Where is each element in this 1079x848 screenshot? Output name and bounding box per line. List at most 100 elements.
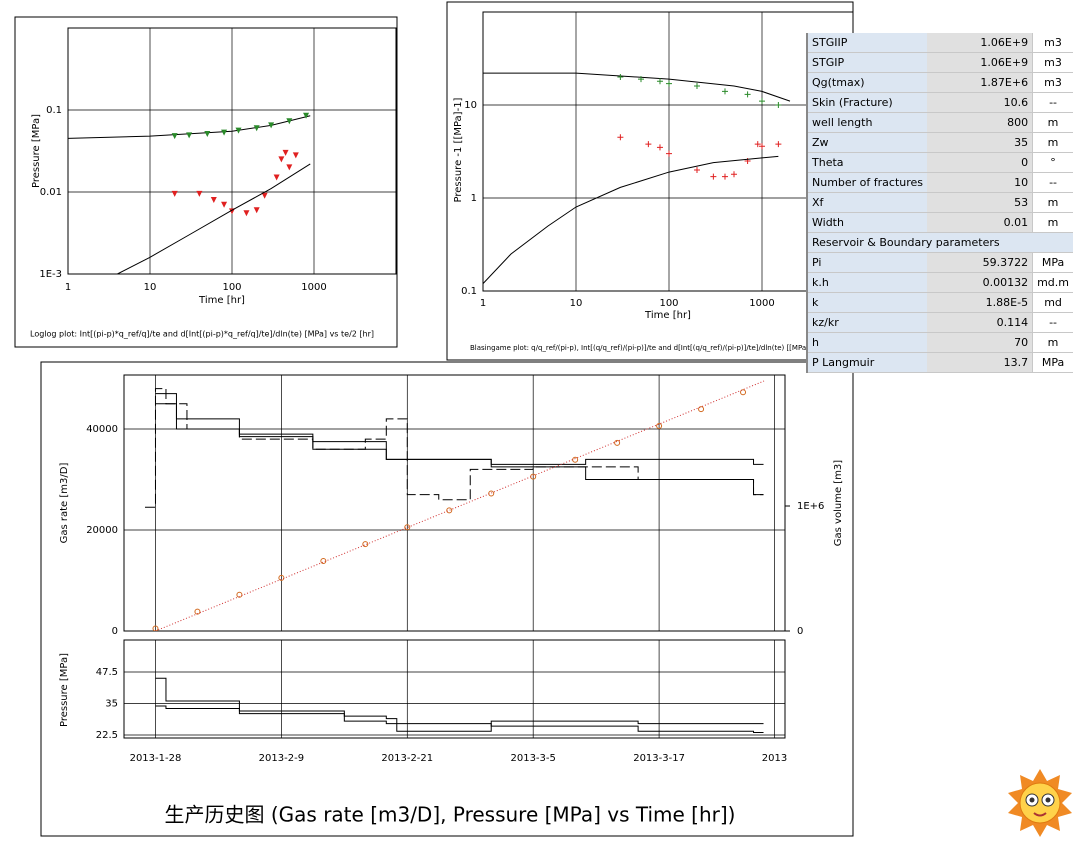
table-cell: STGIP	[805, 52, 928, 73]
marker	[221, 201, 228, 208]
table-row: STGIIP 1.06E+9 m3	[805, 33, 1073, 53]
table-cell: 800	[927, 112, 1033, 133]
marker	[236, 591, 243, 598]
x-tick-label: 10	[144, 282, 157, 293]
table-row: well length 800 m	[805, 112, 1073, 133]
chart-title: Loglog plot: Int[(pi-p)*q_ref/q]/te and …	[30, 330, 374, 339]
panel-history	[40, 361, 854, 837]
table-cell: m3	[1032, 72, 1073, 93]
table-row: Qg(tmax) 1.87E+6 m3	[805, 72, 1073, 93]
table-cell: MPa	[1032, 252, 1073, 273]
table-cell: 1.06E+9	[927, 52, 1033, 73]
chart-title: Blasingame plot: q/q_ref/(pi-p), Int[(q/…	[470, 344, 849, 352]
series-line	[483, 72, 791, 102]
table-cell: °	[1032, 152, 1073, 173]
marker	[666, 150, 672, 157]
y-tick-label: 35	[105, 698, 118, 709]
y2-tick-label: 0	[797, 626, 803, 637]
marker	[754, 141, 761, 148]
table-row: Width 0.01 m	[805, 212, 1073, 233]
marker	[693, 167, 700, 174]
marker	[656, 78, 663, 85]
marker	[243, 210, 250, 217]
table-cell: md	[1032, 292, 1073, 313]
table-cell: well length	[805, 112, 928, 133]
marker	[204, 130, 211, 137]
table-row: Number of fractures 10 --	[805, 172, 1073, 193]
marker	[693, 83, 700, 90]
x-tick-label: 2013-3-17	[633, 753, 685, 764]
marker	[171, 190, 178, 197]
table-cell: 0.114	[927, 312, 1033, 333]
table-cell: 0	[927, 152, 1033, 173]
y-tick-label: 10	[464, 100, 477, 111]
y-axis-label: Gas rate [m3/D]	[59, 463, 70, 544]
marker	[404, 524, 411, 531]
table-row: P Langmuir 13.7 MPa	[805, 352, 1073, 373]
marker	[775, 102, 782, 108]
table-cell: m3	[1032, 52, 1073, 73]
table-row: Theta 0 °	[805, 152, 1073, 173]
table-row: STGIP 1.06E+9 m3	[805, 52, 1073, 73]
table-cell: --	[1032, 172, 1073, 193]
table-cell: Width	[805, 212, 928, 233]
table-cell: MPa	[1032, 352, 1073, 373]
table-cell: --	[1032, 312, 1073, 333]
series-line	[155, 705, 764, 733]
table-cell: 35	[927, 132, 1033, 153]
x-tick-label: 1000	[749, 298, 774, 309]
marker	[666, 80, 672, 87]
marker	[638, 76, 645, 83]
table-cell: Theta	[805, 152, 928, 173]
sun-icon	[1008, 769, 1072, 837]
x-tick-label: 100	[222, 282, 241, 293]
table-cell: 59.3722	[927, 252, 1033, 273]
table-cell: 13.7	[927, 352, 1033, 373]
table-cell: 10	[927, 172, 1033, 193]
series-line	[117, 163, 311, 274]
table-cell: k	[805, 292, 928, 313]
series-line	[155, 677, 764, 732]
series-line	[483, 155, 779, 284]
table-cell: m	[1032, 192, 1073, 213]
marker	[617, 134, 624, 141]
y-axis-label: Pressure [MPa]	[31, 114, 42, 188]
table-row: k 1.88E-5 md	[805, 292, 1073, 313]
marker	[362, 541, 369, 548]
marker	[721, 88, 728, 95]
marker	[253, 125, 260, 132]
y-tick-label: 22.5	[96, 730, 118, 741]
table-cell: m	[1032, 132, 1073, 153]
x-tick-label: 100	[659, 298, 678, 309]
y-axis-label: Pressure [MPa]	[59, 653, 70, 727]
section-row: Reservoir & Boundary parameters	[806, 232, 1073, 253]
y-tick-label: 1	[471, 193, 477, 204]
table-row: Skin (Fracture) 10.6 --	[805, 92, 1073, 113]
marker	[235, 127, 242, 134]
marker	[446, 507, 453, 514]
marker	[152, 625, 159, 631]
x-tick-label: 1	[65, 282, 71, 293]
marker	[710, 173, 717, 180]
series-line	[68, 115, 311, 139]
table-cell: STGIIP	[805, 33, 928, 53]
y-tick-label: 1E-3	[39, 269, 62, 280]
x-tick-label: 2013-1-28	[130, 753, 182, 764]
table-cell: Pi	[805, 252, 928, 273]
parameter-table: STGIIP 1.06E+9 m3 STGIP 1.06E+9 m3 Qg(tmax) 1.8…	[805, 33, 1073, 373]
x-axis-label: Time [hr]	[644, 310, 691, 321]
marker	[278, 156, 285, 163]
series-layer	[483, 72, 791, 284]
marker	[759, 98, 765, 105]
chart-title: 生产历史图 (Gas rate [m3/D], Pressure [MPa] v…	[165, 803, 736, 827]
x-tick-label: 1000	[301, 282, 326, 293]
table-cell: Number of fractures	[805, 172, 928, 193]
table-cell: Skin (Fracture)	[805, 92, 928, 113]
marker	[303, 112, 310, 119]
y-tick-label: 40000	[86, 424, 118, 435]
table-row: Xf 53 m	[805, 192, 1073, 213]
table-row: kz/kr 0.114 --	[805, 312, 1073, 333]
marker	[282, 149, 289, 156]
table-cell: 70	[927, 332, 1033, 353]
